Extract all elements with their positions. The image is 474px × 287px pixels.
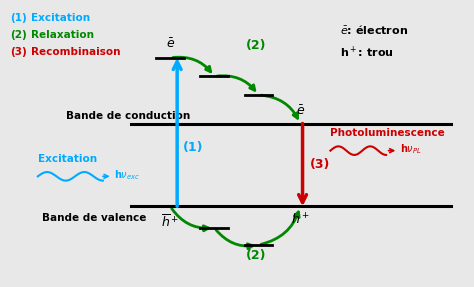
- Text: $\bar{e}$: $\bar{e}$: [296, 104, 305, 118]
- Text: Photoluminescence: Photoluminescence: [330, 128, 445, 138]
- FancyArrowPatch shape: [172, 209, 209, 231]
- Text: (3): (3): [310, 158, 330, 171]
- FancyArrowPatch shape: [261, 212, 299, 244]
- FancyArrowPatch shape: [217, 76, 255, 90]
- Text: h$\nu_{exc}$: h$\nu_{exc}$: [114, 168, 141, 182]
- Text: (1): (1): [183, 141, 203, 154]
- Text: Bande de valence: Bande de valence: [43, 213, 147, 223]
- Text: h$^+$: trou: h$^+$: trou: [340, 44, 393, 60]
- FancyArrowPatch shape: [173, 57, 210, 72]
- Text: Excitation: Excitation: [38, 154, 97, 164]
- Text: h$\nu_{PL}$: h$\nu_{PL}$: [400, 142, 422, 156]
- Text: (2): (2): [246, 249, 266, 262]
- FancyArrowPatch shape: [261, 95, 298, 118]
- Text: Excitation: Excitation: [31, 13, 90, 23]
- FancyArrowPatch shape: [216, 230, 253, 249]
- Text: $\overline{h}^+$: $\overline{h}^+$: [161, 214, 179, 230]
- Text: (2): (2): [246, 39, 266, 52]
- Text: $h^+$: $h^+$: [291, 212, 310, 227]
- Text: (1): (1): [10, 13, 27, 23]
- Text: (2): (2): [10, 30, 27, 40]
- Text: $\bar{e}$: électron: $\bar{e}$: électron: [340, 23, 408, 36]
- Text: Relaxation: Relaxation: [31, 30, 94, 40]
- Text: $\bar{e}$: $\bar{e}$: [165, 37, 175, 51]
- Text: (3): (3): [10, 47, 27, 57]
- Text: Recombinaison: Recombinaison: [31, 47, 120, 57]
- Text: Bande de conduction: Bande de conduction: [66, 111, 190, 121]
